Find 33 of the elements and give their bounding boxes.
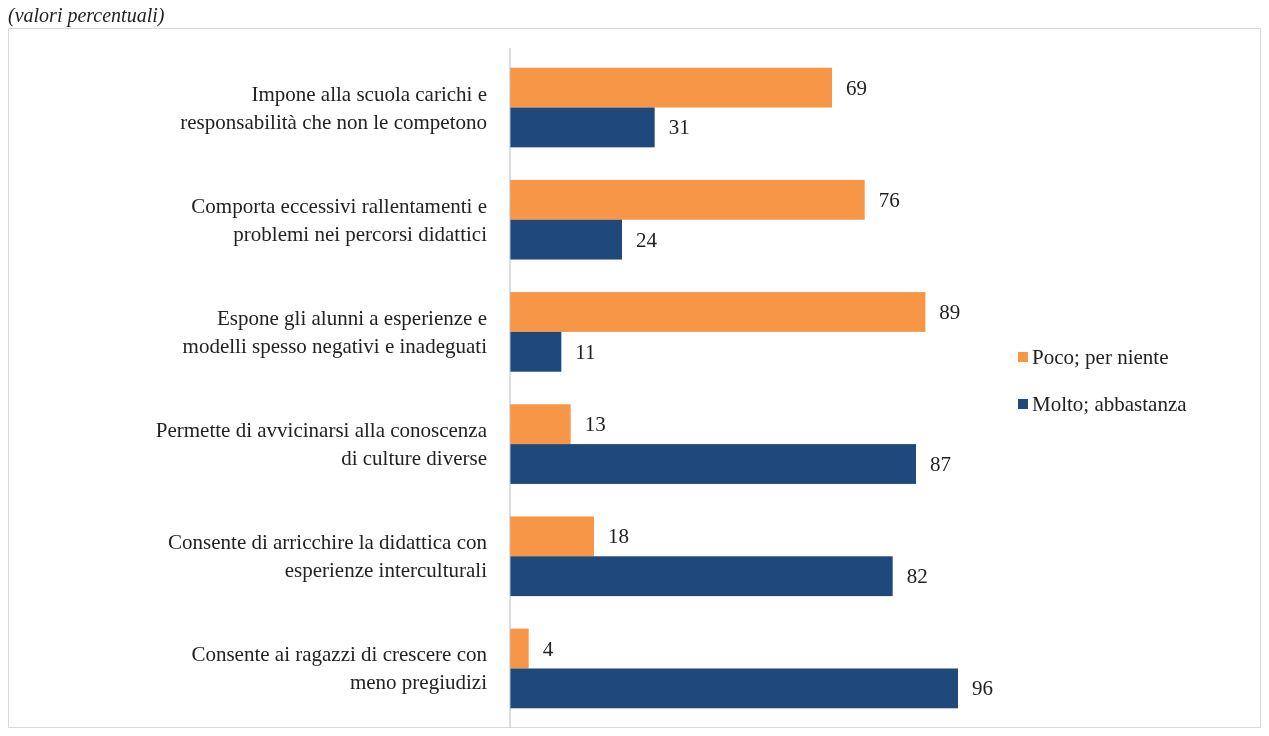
bar [510, 331, 562, 372]
bar [510, 444, 916, 484]
data-label: 87 [930, 452, 951, 477]
bar [510, 179, 865, 220]
bar [510, 219, 622, 260]
data-label: 31 [668, 115, 690, 140]
data-label: 96 [972, 676, 993, 701]
y-tick-label: Espone gli alunni a esperienze e modelli spesso negativi e inadeguati [182, 305, 488, 358]
bar [510, 516, 594, 557]
y-tick-label: Consente ai ragazzi di crescere con meno pregiudizi [191, 642, 488, 695]
y-tick-label: Permette di avvicinarsi alla conoscenza di culture diverse [155, 418, 488, 471]
y-tick-label: Impone alla scuola carichi e responsabilità che non le competono [180, 81, 487, 134]
y-tick-label: Comporta eccessivi rallentamenti e problemi nei percorsi didattici [191, 193, 488, 246]
data-label: 89 [939, 299, 961, 324]
bar [510, 404, 571, 445]
bar [510, 107, 655, 148]
text: (valori percentuali) [8, 4, 165, 27]
data-label: 76 [878, 187, 900, 212]
bar [510, 628, 529, 669]
bar [510, 556, 893, 597]
data-label: 69 [846, 75, 867, 100]
bar [510, 292, 926, 332]
data-label: 4 [542, 636, 554, 661]
data-label: 82 [906, 564, 928, 589]
bar [510, 67, 832, 108]
data-label: 11 [575, 339, 596, 364]
data-label: 24 [636, 227, 658, 252]
y-tick-label: Consente di arricchire la didattica con esperienze interculturali [168, 530, 488, 583]
data-label: 13 [584, 412, 606, 437]
data-label: 18 [608, 524, 629, 549]
bar [510, 668, 958, 709]
legend-label: Molto; abbastanza [1032, 392, 1188, 416]
legend-label: Poco; per niente [1032, 345, 1169, 369]
